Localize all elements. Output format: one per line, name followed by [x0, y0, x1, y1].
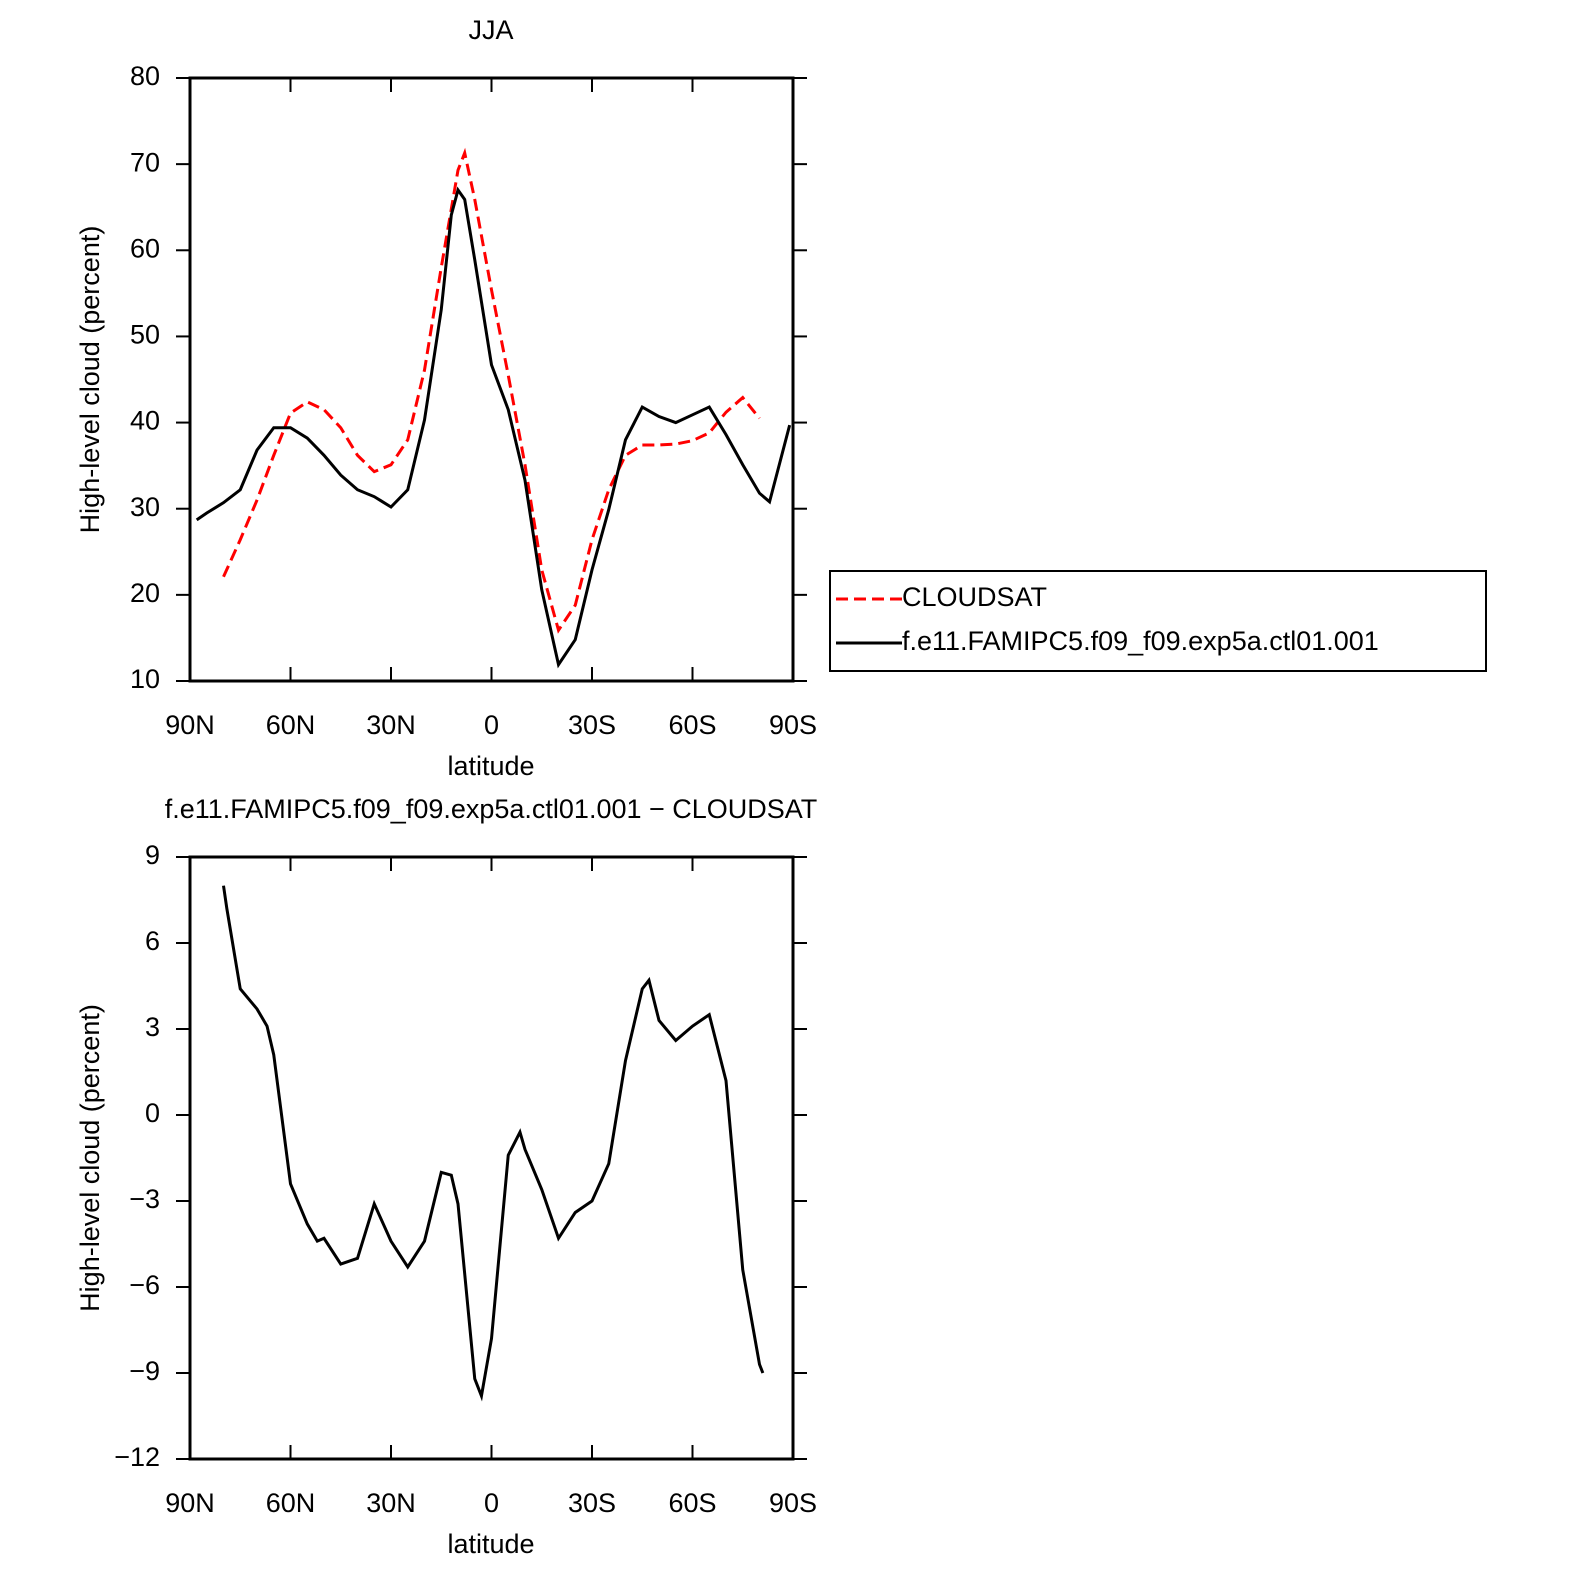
data-line	[195, 186, 792, 669]
x-axis-label: latitude	[447, 1529, 534, 1559]
x-tick-label: 60N	[266, 1488, 316, 1518]
y-tick-label: −9	[129, 1356, 160, 1386]
y-tick-label: −3	[129, 1184, 160, 1214]
plot-frame	[188, 855, 795, 1461]
data-line	[222, 885, 765, 1402]
y-tick-label: 40	[130, 406, 160, 436]
y-tick-label: 70	[130, 147, 160, 177]
x-tick-label: 90N	[165, 1488, 215, 1518]
x-tick-label: 90S	[769, 1488, 817, 1518]
y-tick-label: 80	[130, 61, 160, 91]
data-line	[222, 147, 761, 634]
y-tick-label: −6	[129, 1270, 160, 1300]
chart-title: JJA	[468, 15, 513, 45]
x-tick-label: 0	[484, 710, 499, 740]
y-tick-label: 60	[130, 233, 160, 263]
legend-label: CLOUDSAT	[902, 582, 1047, 612]
x-tick-label: 30S	[568, 710, 616, 740]
plot-frame	[188, 76, 795, 683]
y-tick-label: 10	[130, 664, 160, 694]
x-tick-label: 60S	[668, 710, 716, 740]
y-axis-label: High-level cloud (percent)	[75, 226, 105, 534]
legend-box	[829, 570, 1487, 672]
x-tick-label: 90N	[165, 710, 215, 740]
x-tick-label: 90S	[769, 710, 817, 740]
y-tick-label: 30	[130, 492, 160, 522]
y-tick-label: 6	[145, 926, 160, 956]
y-tick-label: 3	[145, 1012, 160, 1042]
x-tick-label: 0	[484, 1488, 499, 1518]
chart-title: f.e11.FAMIPC5.f09_f09.exp5a.ctl01.001 − …	[165, 794, 818, 824]
y-axis-label: High-level cloud (percent)	[75, 1004, 105, 1312]
x-tick-label: 60N	[266, 710, 316, 740]
x-tick-label: 30N	[366, 710, 416, 740]
y-tick-label: 9	[145, 840, 160, 870]
x-axis-label: latitude	[447, 751, 534, 781]
x-tick-label: 60S	[668, 1488, 716, 1518]
x-tick-label: 30N	[366, 1488, 416, 1518]
y-tick-label: 20	[130, 578, 160, 608]
legend-label: f.e11.FAMIPC5.f09_f09.exp5a.ctl01.001	[902, 626, 1379, 656]
y-tick-label: 0	[145, 1098, 160, 1128]
y-tick-label: 50	[130, 320, 160, 350]
y-tick-label: −12	[114, 1442, 160, 1472]
x-tick-label: 30S	[568, 1488, 616, 1518]
